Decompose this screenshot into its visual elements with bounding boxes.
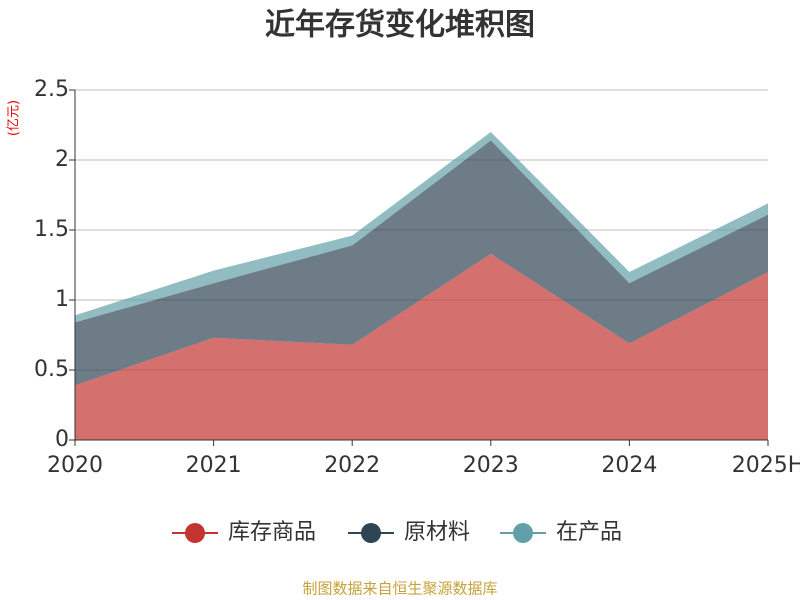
chart-title: 近年存货变化堆积图 xyxy=(265,8,535,43)
legend-label: 原材料 xyxy=(404,520,470,545)
x-tick-label: 2023 xyxy=(463,453,519,478)
legend-label: 在产品 xyxy=(556,520,622,545)
x-tick-label: 2024 xyxy=(601,453,657,478)
x-tick-label: 2020 xyxy=(47,453,103,478)
legend-label: 库存商品 xyxy=(228,520,316,545)
y-tick-label: 2.5 xyxy=(34,77,69,102)
legend-marker xyxy=(513,523,533,543)
y-tick-label: 1.5 xyxy=(34,217,69,242)
y-axis-label: (亿元) xyxy=(7,100,22,136)
area xyxy=(75,253,768,440)
source-note: 制图数据来自恒生聚源数据库 xyxy=(302,580,497,598)
x-tick-label: 2022 xyxy=(324,453,380,478)
x-tick-label: 2025H xyxy=(732,453,800,478)
y-tick-label: 1 xyxy=(55,287,69,312)
legend-marker xyxy=(185,523,205,543)
y-tick-label: 0.5 xyxy=(34,357,69,382)
y-tick-label: 0 xyxy=(55,427,69,452)
y-tick-label: 2 xyxy=(55,147,69,172)
x-tick-label: 2021 xyxy=(186,453,242,478)
legend-marker xyxy=(361,523,381,543)
area xyxy=(75,140,768,386)
